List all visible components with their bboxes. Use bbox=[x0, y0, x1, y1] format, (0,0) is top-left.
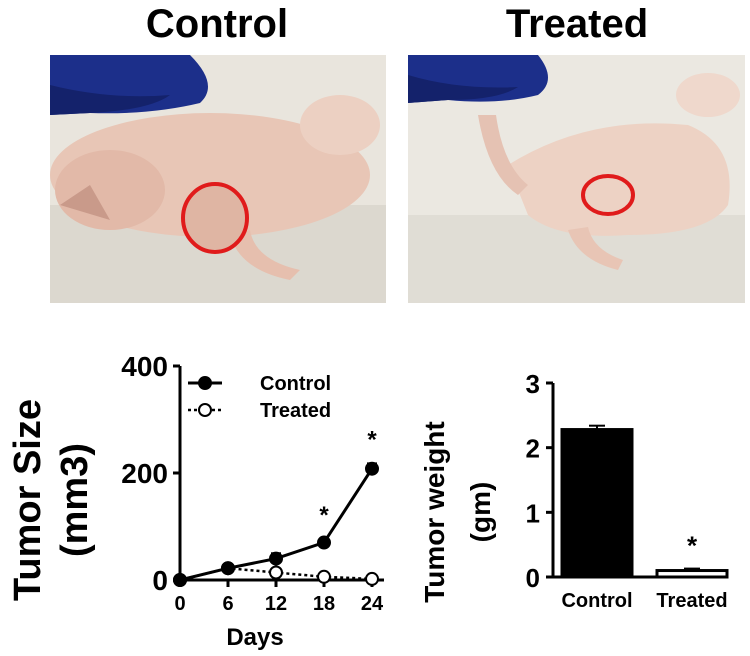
legend-label-control: Control bbox=[260, 373, 331, 395]
line-chart-ylabel-line-1: Tumor Size bbox=[7, 399, 49, 601]
line-chart-xtick-label: 18 bbox=[313, 593, 335, 615]
line-chart-xlabel: Days bbox=[226, 624, 283, 651]
line-chart-xtick-label: 6 bbox=[222, 593, 233, 615]
data-point-treated bbox=[317, 569, 331, 584]
bar-chart-ytick-label: 3 bbox=[526, 369, 540, 399]
data-point-treated bbox=[269, 565, 283, 580]
data-point-control bbox=[365, 461, 379, 476]
series-line-control bbox=[179, 467, 374, 582]
treated-photo-title: Treated bbox=[505, 2, 649, 46]
data-point-treated bbox=[221, 561, 235, 576]
control-photo-title: Control bbox=[145, 2, 289, 46]
legend-label-treated: Treated bbox=[260, 400, 331, 422]
line-chart-ytick-label: 0 bbox=[152, 565, 168, 596]
data-point-control bbox=[269, 551, 283, 566]
line-chart-ylabel-line-2: (mm3) bbox=[54, 443, 96, 557]
line-chart-xtick-label: 12 bbox=[265, 593, 287, 615]
data-point-control bbox=[317, 535, 331, 550]
line-chart-xtick-label: 0 bbox=[174, 593, 185, 615]
significance-asterisk: * bbox=[367, 426, 377, 453]
bar-treated bbox=[655, 569, 729, 579]
bar-chart-ytick-label: 1 bbox=[526, 498, 540, 528]
series-line-treated bbox=[179, 566, 373, 582]
line-chart-xtick-label: 24 bbox=[361, 593, 384, 615]
bar-chart-ylabel-line-2: (gm) bbox=[465, 482, 496, 543]
data-point-treated bbox=[173, 573, 187, 587]
legend-marker-treated bbox=[198, 403, 212, 417]
control-mouse-photo bbox=[50, 55, 386, 303]
bar-chart-ytick-label: 0 bbox=[526, 563, 540, 593]
bar-control bbox=[560, 428, 634, 579]
data-point-control bbox=[173, 573, 187, 587]
bar-chart-xtick-label-treated: Treated bbox=[656, 590, 727, 612]
line-chart-ytick-label: 200 bbox=[121, 458, 168, 489]
bar-significance-asterisk: * bbox=[687, 531, 698, 561]
legend-marker-control bbox=[198, 376, 212, 390]
treated-mouse-photo bbox=[408, 55, 745, 303]
data-point-control bbox=[221, 561, 235, 576]
bar-chart-ytick-label: 2 bbox=[526, 434, 540, 464]
data-point-treated bbox=[365, 571, 379, 586]
tumor-size-line-chart: Tumor Size (mm3) 0 200 400 0 6 12 18 24 Days *… bbox=[7, 351, 384, 651]
line-chart-ytick-label: 400 bbox=[121, 351, 168, 382]
bar-chart-ylabel-line-1: Tumor weight bbox=[419, 421, 450, 602]
tumor-weight-bar-chart: Tumor weight (gm) 0 1 2 3 Control Treated * bbox=[419, 369, 729, 612]
significance-asterisk: * bbox=[319, 502, 329, 529]
bar-chart-xtick-label-control: Control bbox=[561, 590, 632, 612]
